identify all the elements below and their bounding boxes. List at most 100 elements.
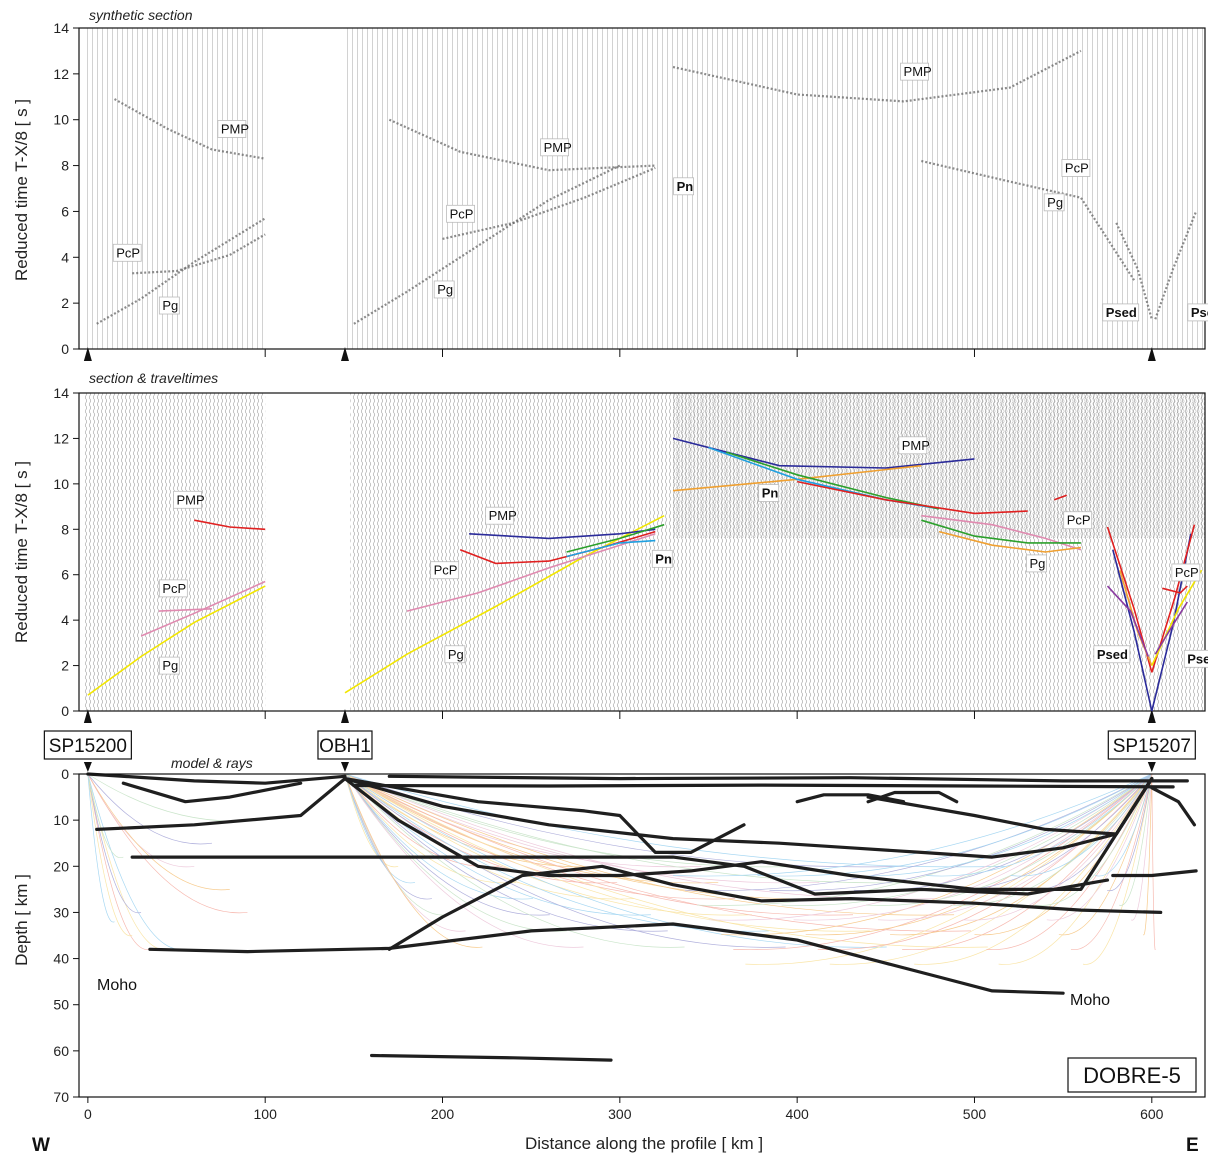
model-boundary — [1150, 786, 1196, 827]
traveltime-curve-psed — [1154, 601, 1188, 655]
phase-label-pn-text: Pn — [677, 179, 694, 194]
phase-label-psed: Psed — [1102, 303, 1140, 322]
profile-name: DOBRE-5 — [1083, 1063, 1181, 1088]
phase-label-pcp-box — [1171, 563, 1201, 582]
shot-marker — [340, 347, 349, 361]
ray-path — [926, 773, 1153, 877]
depth-tick-label: 0 — [61, 766, 69, 782]
ray-path — [673, 773, 1152, 877]
phase-label-pn: Pn — [758, 484, 780, 502]
y-tick-label: 10 — [53, 476, 69, 492]
y-tick-label: 2 — [61, 658, 69, 674]
phase-label-pcp-box — [430, 561, 460, 580]
shot-point-name: SP15207 — [1113, 736, 1191, 757]
ray-path — [697, 773, 1152, 906]
y-tick-label: 4 — [61, 249, 69, 265]
phase-label-psed: Psed — [1183, 649, 1208, 668]
y-tick-label: 14 — [53, 20, 69, 36]
phase-label-pmp-box — [217, 120, 247, 138]
model-rays-panel: 0 10 20 30 40 50 60 70 0 100 200 300 400 500 600 SP1520… — [43, 730, 1206, 1122]
phase-label-pg: Pg — [158, 656, 180, 675]
traveltime-curve-pcp — [132, 233, 266, 275]
x-axis-label: Distance along the profile [ km ] — [525, 1134, 763, 1153]
phase-label-pg: Pg — [158, 296, 180, 315]
phase-label-pg-box — [1043, 193, 1065, 212]
phase-label-pg-text: Pg — [1029, 556, 1045, 571]
traveltime-curve-pmp — [797, 480, 1028, 515]
phase-label-pmp: PMP — [217, 120, 249, 138]
ray-path — [344, 773, 416, 884]
phase-label-pg-text: Pg — [437, 282, 453, 297]
y-tick-label: 2 — [61, 295, 69, 311]
distance-tick-label: 400 — [785, 1106, 809, 1122]
west-label: W — [32, 1135, 50, 1156]
ray-path — [841, 773, 1153, 877]
y-tick-label: 8 — [61, 521, 69, 537]
synthetic-panel-title: synthetic section — [89, 7, 193, 23]
shot-point-sp15207: SP15207 — [1107, 730, 1196, 772]
distance-tick-label: 300 — [608, 1106, 632, 1122]
phase-label-pn: Pn — [673, 177, 694, 196]
y-tick-label: 14 — [53, 385, 69, 401]
phase-label-pcp: PcP — [446, 204, 476, 223]
traveltime-curve-pcp — [921, 514, 1082, 551]
traveltime-curve-pg — [921, 519, 1081, 544]
traveltime-curve-pmp — [1054, 494, 1067, 501]
ray-path — [877, 773, 1153, 921]
phase-label-pcp: PcP — [158, 579, 188, 598]
phase-label-pcp: PcP — [1171, 563, 1201, 582]
traveltime-curve-psed — [1115, 222, 1153, 320]
phase-label-pcp-text: PcP — [162, 581, 186, 596]
traveltime-curve-pmp — [113, 98, 266, 160]
phase-label-pg-box — [1026, 554, 1047, 573]
ray-path — [344, 773, 870, 932]
phase-label-pcp-text: PcP — [450, 206, 474, 221]
ray-path — [1070, 773, 1153, 950]
ray-path — [733, 773, 1153, 951]
traveltime-curve-psed — [1106, 585, 1150, 657]
phase-label-psed-text: Psed — [1187, 651, 1208, 666]
phase-label-pcp-box — [1063, 511, 1093, 530]
depth-tick-label: 60 — [53, 1043, 69, 1059]
synthetic-section-panel: 0 2 4 6 8 10 12 14 PcP Pg PMP PcP Pg PMP Pn PMP PcP Pg Pse… — [53, 20, 1208, 361]
phase-label-pn-text: Pn — [762, 485, 779, 500]
observed-section-panel: 0 2 4 6 8 10 12 14 PMP PcP Pg PMP PcP Pg Pn Pn PMP PcP Pg P… — [53, 385, 1208, 723]
phase-label-psed-box — [1183, 649, 1208, 668]
ray-path — [805, 773, 1153, 936]
shot-marker — [83, 709, 92, 723]
phase-label-pg: Pg — [1043, 193, 1065, 212]
phase-label-pg-box — [433, 280, 455, 299]
shot-point-box — [317, 730, 373, 760]
shot-point-box — [43, 730, 132, 760]
distance-tick-label: 100 — [254, 1106, 278, 1122]
ray-path — [87, 773, 151, 950]
ray-path — [998, 773, 1153, 965]
shot-marker — [340, 709, 349, 723]
shot-point-arrow — [1147, 762, 1156, 772]
ray-path — [344, 773, 584, 948]
shot-point-sp15200: SP15200 — [43, 730, 132, 772]
phase-label-pcp-text: PcP — [116, 245, 140, 260]
y-tick-label: 4 — [61, 612, 69, 628]
ray-path — [865, 773, 1153, 906]
model-boundary — [121, 781, 303, 804]
traveltime-curve-pn — [566, 539, 656, 558]
model-boundary — [130, 855, 1110, 896]
phase-label-pn-box — [673, 177, 694, 196]
model-boundary — [148, 922, 1065, 995]
model-boundary — [343, 777, 746, 854]
phase-label-pmp-text: PMP — [177, 492, 205, 507]
y-tick-label: 10 — [53, 112, 69, 128]
traveltime-curve-pg — [344, 514, 665, 694]
ray-path — [344, 773, 483, 948]
phase-label-pcp-box — [112, 243, 142, 262]
phase-label-psed-box — [1187, 303, 1208, 322]
phase-label-pmp: PMP — [485, 506, 517, 525]
phase-label-pn-box — [651, 549, 673, 568]
ray-path — [344, 773, 685, 948]
distance-tick-label: 0 — [84, 1106, 92, 1122]
ray-path — [344, 773, 702, 868]
ray-path — [344, 773, 1005, 868]
shot-point-arrow — [340, 762, 349, 772]
traveltime-curve-psed — [1112, 549, 1153, 712]
